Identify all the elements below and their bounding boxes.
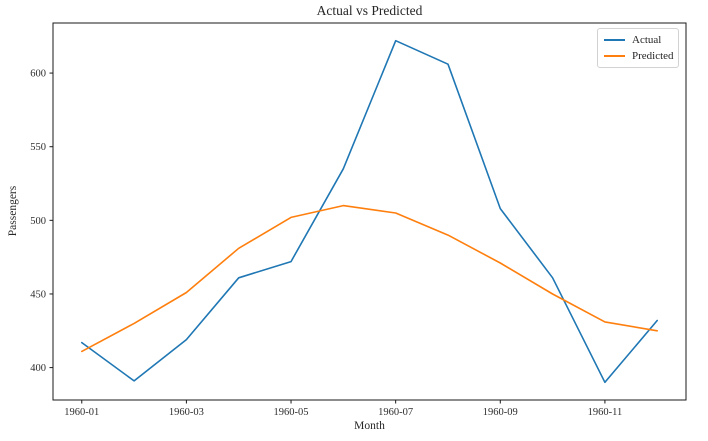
x-axis-label: Month [354, 420, 385, 432]
x-tick-label: 1960-05 [274, 407, 309, 418]
legend-swatch-actual [604, 39, 625, 41]
y-tick-label: 600 [30, 69, 46, 80]
x-tick-label: 1960-07 [378, 407, 413, 418]
legend-label-actual: Actual [632, 34, 662, 46]
legend-swatch-predicted [604, 55, 625, 57]
legend: Actual Predicted [597, 28, 679, 68]
legend-item-actual: Actual [604, 34, 672, 46]
y-tick-label: 550 [30, 142, 46, 153]
legend-item-predicted: Predicted [604, 50, 674, 62]
chart-title: Actual vs Predicted [316, 3, 423, 18]
series-line-actual [81, 39, 659, 384]
series-line-predicted [81, 204, 659, 353]
y-tick-label: 400 [30, 363, 46, 374]
y-tick-label: 500 [30, 216, 46, 227]
x-tick-label: 1960-03 [169, 407, 204, 418]
x-tick-label: 1960-09 [483, 407, 518, 418]
plot-spines [52, 22, 687, 401]
x-tick-label: 1960-11 [588, 407, 623, 418]
x-tick-label: 1960-01 [64, 407, 99, 418]
legend-label-predicted: Predicted [632, 50, 674, 62]
y-axis-label: Passengers [7, 185, 19, 237]
y-tick-label: 450 [30, 289, 46, 300]
